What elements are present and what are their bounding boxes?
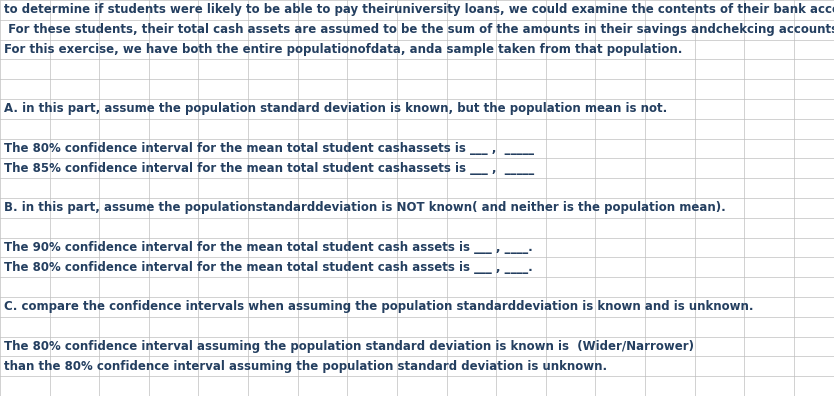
Text: The 80% confidence interval assuming the population standard deviation is known : The 80% confidence interval assuming the… bbox=[4, 340, 694, 353]
Text: The 80% confidence interval for the mean total student cash assets is ___ , ____: The 80% confidence interval for the mean… bbox=[4, 261, 533, 274]
Text: The 90% confidence interval for the mean total student cash assets is ___ , ____: The 90% confidence interval for the mean… bbox=[4, 241, 533, 254]
Text: The 85% confidence interval for the mean total student cashassets is ___ ,  ____: The 85% confidence interval for the mean… bbox=[4, 162, 535, 175]
Text: to determine if students were likely to be able to pay theiruniversity loans, we: to determine if students were likely to … bbox=[4, 4, 834, 16]
Text: The 80% confidence interval for the mean total student cashassets is ___ ,  ____: The 80% confidence interval for the mean… bbox=[4, 142, 534, 155]
Text: B. in this part, assume the populationstandarddeviation is NOT known( and neithe: B. in this part, assume the populationst… bbox=[4, 202, 726, 214]
Text: than the 80% confidence interval assuming the population standard deviation is u: than the 80% confidence interval assumin… bbox=[4, 360, 607, 373]
Text: For this exercise, we have both the entire populationofdata, anda sample taken f: For this exercise, we have both the enti… bbox=[4, 43, 682, 56]
Text: A. in this part, assume the population standard deviation is known, but the popu: A. in this part, assume the population s… bbox=[4, 103, 667, 115]
Text: C. compare the confidence intervals when assuming the population standarddeviati: C. compare the confidence intervals when… bbox=[4, 301, 754, 313]
Text: For these students, their total cash assets are assumed to be the sum of the amo: For these students, their total cash ass… bbox=[4, 23, 834, 36]
